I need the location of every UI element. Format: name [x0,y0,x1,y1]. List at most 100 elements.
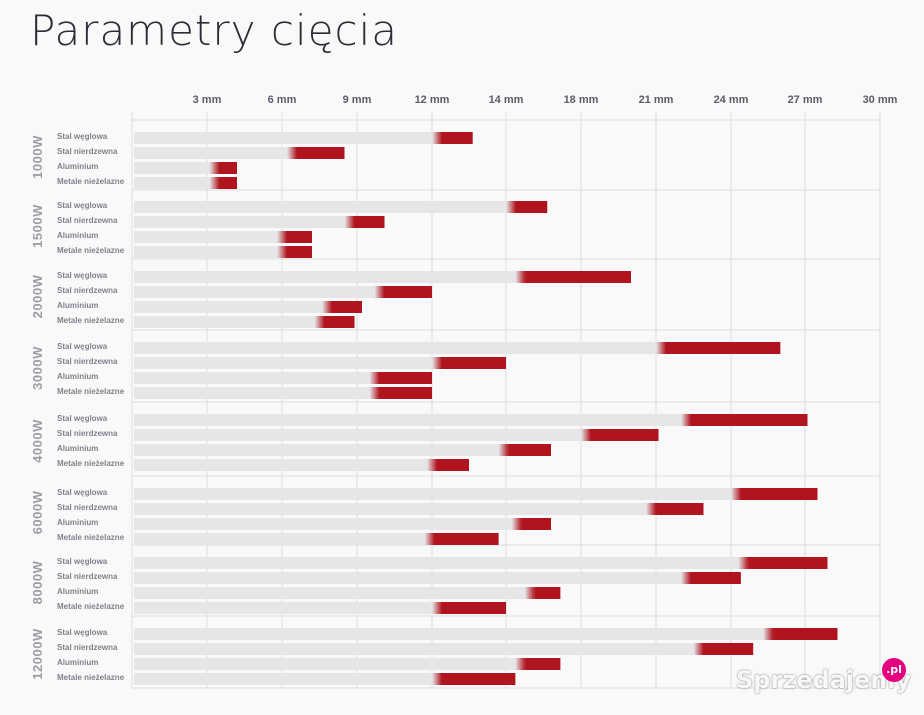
bar-gradient [424,533,435,545]
bar-base [134,216,345,228]
bar-base [134,587,525,599]
bar-max [442,132,473,144]
bar-max [691,572,741,584]
tick-label: 30 mm [863,94,898,106]
bar-gradient [369,372,380,384]
bar-max [521,518,551,530]
bar-base [134,459,427,471]
bar-gradient [656,342,666,354]
bar-base [134,342,656,354]
material-label: Aluminium [57,162,98,171]
material-label: Metale nieżelazne [57,533,125,542]
bar-max [773,628,838,640]
bar-base [134,286,375,298]
bar-max [442,602,506,614]
bar-gradient [209,177,220,189]
watermark-text: Sprzedajemy [736,666,912,694]
material-label: Stal nierdzewna [57,429,118,438]
bar-gradient [432,357,442,369]
bar-base [134,673,432,685]
power-label: 1500W [30,204,45,248]
tick-label: 9 mm [343,94,372,106]
bar-gradient [693,643,704,655]
bar-base [134,372,370,384]
bar-gradient [432,132,442,144]
power-label: 1000W [30,135,45,179]
bar-max [219,162,237,174]
material-label: Stal węglowa [57,342,108,351]
bar-max [354,216,385,228]
bar-gradient [432,602,442,614]
bar-max [508,444,551,456]
bar-max [324,316,355,328]
bar-gradient [681,414,691,426]
x-axis: 3 mm 6 mm 9 mm 12 mm 14 mm 18 mm 21 mm 24 mm 27 … [193,94,898,106]
bar-base [134,301,322,313]
material-label: Aluminium [57,587,98,596]
tick-label: 14 mm [489,94,524,106]
material-label: Stal nierdzewna [57,643,118,652]
bar-gradient [763,628,774,640]
bar-max [297,147,345,159]
power-label: 8000W [30,560,45,604]
bar-gradient [681,572,691,584]
tick-label: 27 mm [788,94,823,106]
bar-max [534,587,561,599]
bar-gradient [524,587,535,599]
bar-base [134,503,646,515]
bar-max [437,459,469,471]
bar-gradient [646,503,656,515]
bar-max [442,673,516,685]
material-label: Metale nieżelazne [57,177,125,186]
material-label: Metale nieżelazne [57,673,125,682]
bar-max [691,414,808,426]
bar-base [134,444,499,456]
material-label: Metale nieżelazne [57,459,125,468]
material-label: Stal nierdzewna [57,503,118,512]
bar-gradient [374,286,385,298]
bar-base [134,246,277,258]
bar-gradient [322,301,332,313]
grid-layer [131,112,881,689]
bar-gradient [506,201,516,213]
page-title: Parametry cięcia [30,6,398,55]
bar-base [134,658,516,670]
bar-gradient [738,557,749,569]
material-label: Stal węglowa [57,414,108,423]
bar-gradient [581,429,591,441]
bar-max [516,201,548,213]
bar-gradient [498,444,509,456]
bar-max [384,286,432,298]
bar-base [134,414,681,426]
bar-max [434,533,499,545]
bar-base [134,387,370,399]
bar-max [332,301,362,313]
material-label: Stal węglowa [57,271,108,280]
material-label: Stal węglowa [57,488,108,497]
material-label: Stal węglowa [57,132,108,141]
bar-base [134,316,315,328]
material-label: Stal nierdzewna [57,216,118,225]
material-label: Aluminium [57,658,98,667]
power-label: 6000W [30,490,45,534]
bar-base [134,488,731,500]
material-label: Stal węglowa [57,628,108,637]
material-label: Metale nieżelazne [57,602,125,611]
bar-gradient [369,387,380,399]
material-label: Aluminium [57,231,98,240]
material-label: Metale nieżelazne [57,316,125,325]
bar-max [525,271,631,283]
bars-layer [134,132,838,685]
bar-gradient [515,271,526,283]
bar-gradient [432,673,442,685]
material-label: Stal węglowa [57,557,108,566]
tick-label: 24 mm [714,94,749,106]
material-label: Metale nieżelazne [57,387,125,396]
tick-label: 18 mm [564,94,599,106]
bar-base [134,643,694,655]
bar-base [134,177,210,189]
bar-max [703,643,754,655]
material-label: Metale nieżelazne [57,246,125,255]
bar-gradient [515,658,526,670]
